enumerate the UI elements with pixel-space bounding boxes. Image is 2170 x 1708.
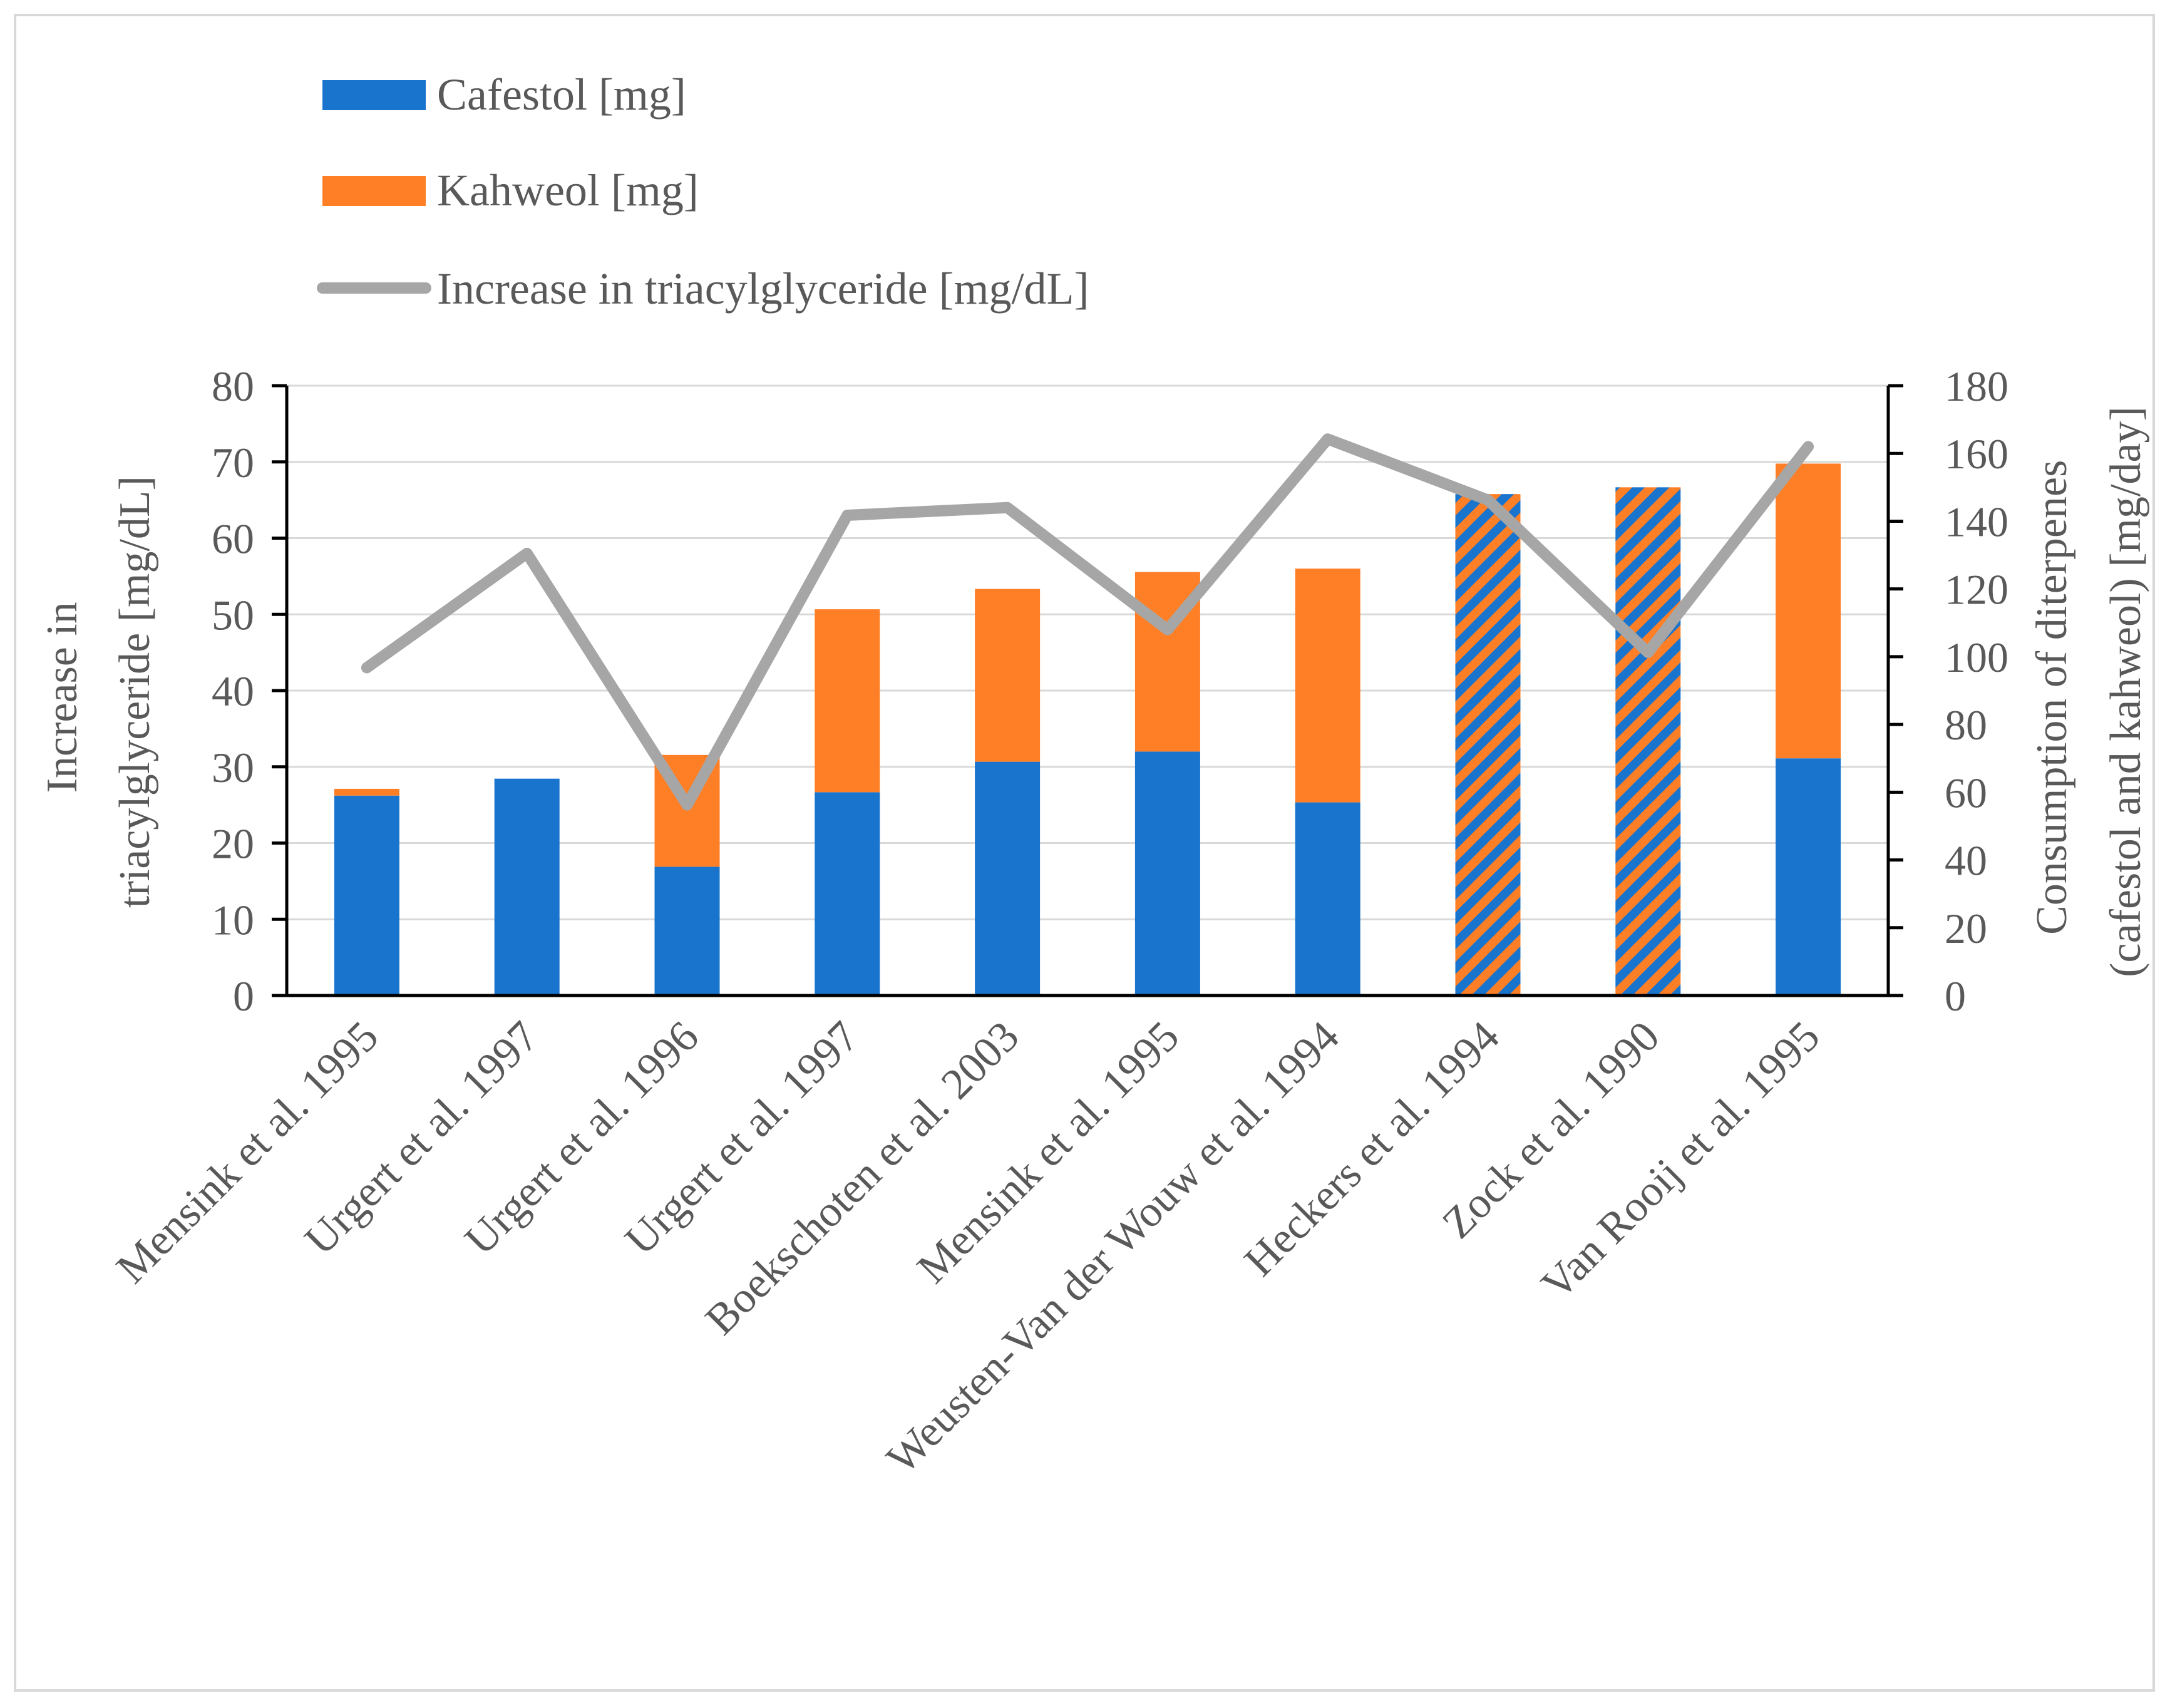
triacylglyceride-point [366, 667, 368, 669]
x-tick-label: Boekschoten et al. 2003 [696, 1012, 1028, 1344]
y2-tick-label: 0 [1945, 972, 1966, 1020]
bar-kahweol [334, 788, 399, 796]
bar-kahweol [815, 609, 880, 793]
y-tick-label: 30 [212, 744, 254, 791]
y-tick-label: 80 [212, 363, 254, 410]
y2-tick-label: 40 [1945, 837, 1987, 885]
bar-cafestol [815, 792, 880, 995]
y2-tick-label: 140 [1945, 498, 2008, 545]
legend-item-cafestol: Cafestol [mg] [322, 69, 686, 120]
triacylglyceride-point [1327, 438, 1329, 440]
y2-axis-title: Consumption of diterpenes (cafestol and … [2028, 406, 2150, 977]
y-tick-label: 20 [212, 820, 254, 868]
triacylglyceride-point [1166, 629, 1168, 630]
y2-tick-label: 180 [1945, 363, 2008, 410]
y-tick-label: 0 [233, 972, 254, 1020]
y-tick-label: 50 [212, 591, 254, 639]
triacylglyceride-line-path [361, 433, 1814, 811]
y2-tick-label: 60 [1945, 769, 1987, 816]
bar-cafestol [1134, 751, 1200, 995]
triacylglyceride-point [1487, 499, 1489, 501]
y2-axis-title-line1: Consumption of diterpenes [2028, 460, 2076, 935]
y-axis-title: Increase in triacylglyceride [mg/dL] [38, 476, 159, 908]
y2-axis-title-line2: (cafestol and kahweol) [mg/day] [2102, 406, 2150, 977]
legend: Cafestol [mg] Kahweol [mg] Increase in t… [317, 69, 1089, 314]
bar-cafestol [1776, 758, 1841, 995]
triacylglyceride-point [1647, 652, 1649, 654]
bar-cafestol [654, 867, 720, 995]
y2-tick-label: 120 [1945, 566, 2008, 614]
bar-combined-hatched [1455, 494, 1521, 995]
triacylglyceride-line [361, 433, 1814, 811]
triacylglyceride-point [1807, 446, 1809, 448]
legend-item-kahweol: Kahweol [mg] [322, 165, 699, 215]
triacylglyceride-point [846, 514, 848, 516]
legend-swatch-kahweol [322, 176, 426, 206]
bar-cafestol [334, 795, 399, 995]
x-tick-label: Mensink et al. 1995 [908, 1012, 1189, 1293]
legend-label-cafestol: Cafestol [mg] [437, 69, 686, 120]
bar-combined-hatched [1615, 487, 1681, 995]
bars [334, 463, 1841, 995]
y2-tick-label: 100 [1945, 634, 2008, 681]
x-tick-label: Van Rooij et al. 1995 [1533, 1012, 1829, 1309]
bar-kahweol [975, 589, 1041, 762]
tick-labels: 0 10 20 30 40 50 60 70 80 0 20 40 60 80 100 120 140 160 18… [212, 363, 2008, 1020]
bar-kahweol [1295, 568, 1360, 803]
bar-cafestol [1295, 802, 1360, 995]
x-tick-label: Mensink et al. 1995 [108, 1012, 388, 1293]
triacylglyceride-point [686, 804, 688, 806]
y2-tick-label: 20 [1945, 905, 1987, 952]
y-axis-title-line1: Increase in [38, 602, 86, 793]
y-tick-label: 60 [212, 515, 254, 563]
legend-swatch-cafestol [322, 80, 426, 110]
legend-item-triacylglyceride: Increase in triacylglyceride [mg/dL] [317, 264, 1089, 314]
bar-cafestol [975, 761, 1041, 995]
y2-tick-label: 80 [1945, 701, 1987, 749]
bar-kahweol [1776, 463, 1841, 759]
legend-label-kahweol: Kahweol [mg] [437, 165, 699, 215]
triacylglyceride-point [526, 552, 528, 554]
triacylglyceride-point [1007, 507, 1009, 508]
axes [272, 384, 1903, 997]
legend-label-triacylglyceride: Increase in triacylglyceride [mg/dL] [437, 264, 1089, 314]
y-axis-title-line2: triacylglyceride [mg/dL] [111, 476, 159, 908]
y-tick-label: 70 [212, 439, 254, 486]
y-tick-label: 40 [212, 667, 254, 715]
bar-cafestol [494, 778, 560, 995]
y-tick-label: 10 [212, 896, 254, 944]
y2-tick-label: 160 [1945, 430, 2008, 478]
